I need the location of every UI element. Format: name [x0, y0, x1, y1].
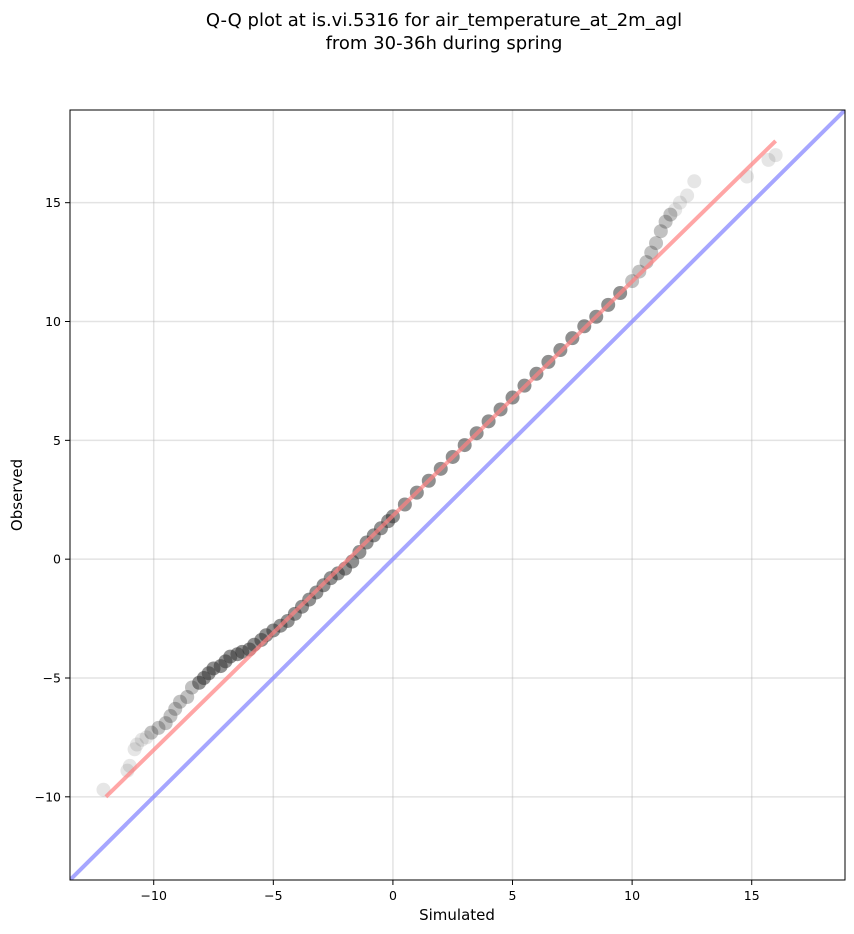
- x-tick-label: −10: [141, 888, 167, 903]
- data-point: [687, 174, 702, 189]
- x-axis-ticks: −10 −5 0 5 10 15: [141, 880, 760, 903]
- y-axis-label: Observed: [8, 459, 26, 531]
- data-point: [768, 148, 783, 163]
- data-point: [158, 716, 173, 731]
- data-point: [163, 709, 178, 724]
- data-point: [680, 188, 695, 203]
- x-tick-label: 5: [509, 888, 517, 903]
- data-point: [352, 545, 367, 560]
- fit-line: [104, 139, 778, 799]
- data-point: [168, 701, 183, 716]
- data-point: [134, 732, 149, 747]
- y-axis-ticks: −10 −5 0 5 10 15: [35, 195, 70, 804]
- identity-line: [70, 110, 845, 880]
- y-tick-label: 5: [53, 433, 61, 448]
- data-point: [653, 224, 668, 239]
- grid: [70, 110, 845, 880]
- y-tick-label: 15: [45, 195, 61, 210]
- x-axis-label: Simulated: [419, 906, 495, 924]
- data-point: [761, 152, 776, 167]
- y-tick-label: 10: [45, 314, 61, 329]
- data-point: [127, 742, 142, 757]
- y-tick-label: 0: [53, 552, 61, 567]
- x-tick-label: 0: [389, 888, 397, 903]
- data-point: [144, 725, 159, 740]
- data-point: [649, 236, 664, 251]
- data-point: [173, 694, 188, 709]
- title-line-2: from 30-36h during spring: [326, 33, 563, 54]
- x-tick-label: −5: [264, 888, 282, 903]
- series-group: [70, 110, 845, 880]
- x-tick-label: 10: [624, 888, 640, 903]
- title-line-1: Q-Q plot at is.vi.5316 for air_temperatu…: [206, 10, 682, 31]
- data-point: [672, 195, 687, 210]
- x-tick-label: 15: [744, 888, 760, 903]
- y-tick-label: −5: [43, 670, 61, 685]
- data-point: [658, 214, 673, 229]
- y-tick-label: −10: [35, 789, 61, 804]
- data-point: [151, 720, 166, 735]
- data-point: [663, 207, 678, 222]
- data-point: [129, 737, 144, 752]
- data-point: [180, 690, 195, 705]
- data-point: [668, 202, 683, 217]
- series-layer: [70, 110, 845, 880]
- chart-title: Q-Q plot at is.vi.5316 for air_temperatu…: [206, 10, 682, 54]
- data-point: [139, 730, 154, 745]
- plot-frame: [69, 109, 846, 881]
- data-point: [644, 245, 659, 260]
